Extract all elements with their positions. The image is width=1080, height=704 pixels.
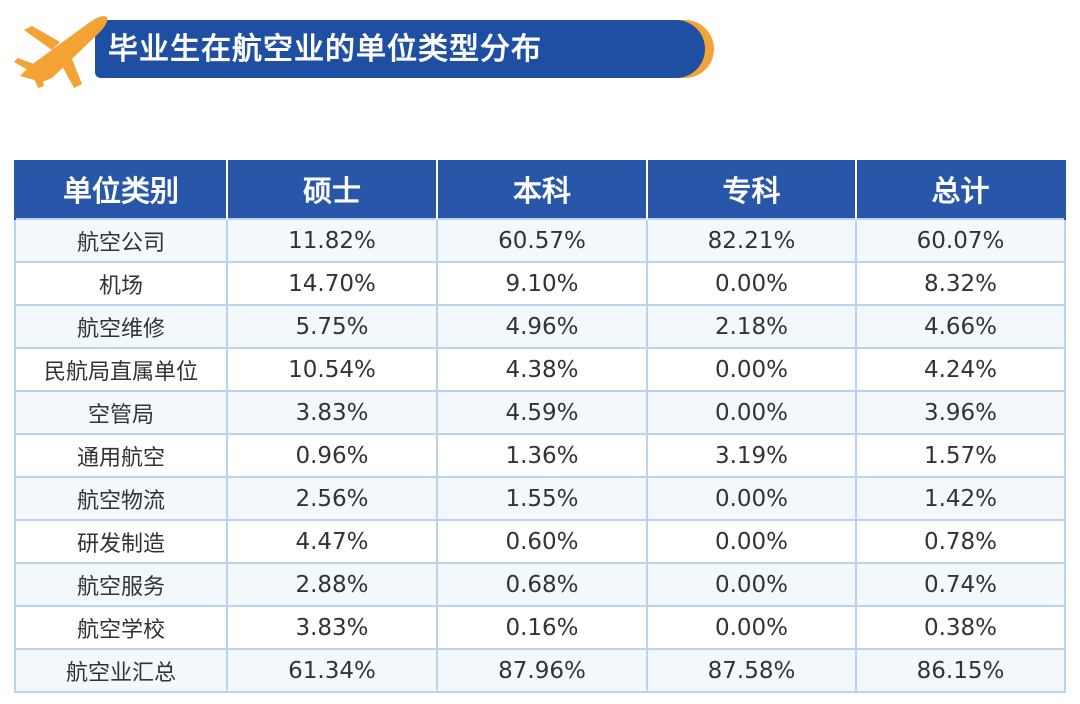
bachelor-cell: 1.36% [436, 433, 648, 478]
associate-cell: 0.00% [646, 261, 857, 306]
associate-cell: 3.19% [646, 433, 857, 478]
total-cell: 8.32% [855, 261, 1066, 306]
title-banner [95, 20, 705, 78]
page-title: 毕业生在航空业的单位类型分布 [108, 32, 542, 67]
master-cell: 0.96% [226, 433, 438, 478]
header-master: 硕士 [226, 160, 438, 219]
bachelor-cell: 4.38% [436, 347, 648, 392]
bachelor-cell: 0.16% [436, 605, 648, 650]
total-cell: 0.78% [855, 519, 1066, 564]
header-total: 总计 [855, 160, 1066, 219]
bachelor-cell: 1.55% [436, 476, 648, 521]
table-row: 研发制造 4.47% 0.60% 0.00% 0.78% [14, 519, 1066, 564]
total-cell: 86.15% [855, 648, 1066, 693]
table-row: 航空维修 5.75% 4.96% 2.18% 4.66% [14, 304, 1066, 349]
category-cell: 航空业汇总 [14, 648, 228, 693]
total-cell: 0.74% [855, 562, 1066, 607]
category-cell: 民航局直属单位 [14, 347, 228, 392]
master-cell: 10.54% [226, 347, 438, 392]
category-cell: 空管局 [14, 390, 228, 435]
category-cell: 通用航空 [14, 433, 228, 478]
total-cell: 4.24% [855, 347, 1066, 392]
associate-cell: 82.21% [646, 218, 857, 263]
master-cell: 2.88% [226, 562, 438, 607]
header-associate: 专科 [646, 160, 857, 219]
total-cell: 60.07% [855, 218, 1066, 263]
airplane-icon [14, 16, 108, 88]
total-cell: 1.42% [855, 476, 1066, 521]
total-cell: 0.38% [855, 605, 1066, 650]
distribution-table: 单位类别 硕士 本科 专科 总计 航空公司 11.82% 60.57% 82.2… [14, 160, 1066, 693]
master-cell: 3.83% [226, 390, 438, 435]
table-row: 航空物流 2.56% 1.55% 0.00% 1.42% [14, 476, 1066, 521]
associate-cell: 0.00% [646, 347, 857, 392]
category-cell: 航空维修 [14, 304, 228, 349]
total-cell: 1.57% [855, 433, 1066, 478]
associate-cell: 0.00% [646, 562, 857, 607]
table-row: 航空学校 3.83% 0.16% 0.00% 0.38% [14, 605, 1066, 650]
table-row: 机场 14.70% 9.10% 0.00% 8.32% [14, 261, 1066, 306]
associate-cell: 0.00% [646, 390, 857, 435]
associate-cell: 0.00% [646, 476, 857, 521]
category-cell: 研发制造 [14, 519, 228, 564]
associate-cell: 0.00% [646, 519, 857, 564]
master-cell: 5.75% [226, 304, 438, 349]
table-row: 空管局 3.83% 4.59% 0.00% 3.96% [14, 390, 1066, 435]
bachelor-cell: 4.96% [436, 304, 648, 349]
associate-cell: 0.00% [646, 605, 857, 650]
bachelor-cell: 0.68% [436, 562, 648, 607]
category-cell: 航空服务 [14, 562, 228, 607]
master-cell: 4.47% [226, 519, 438, 564]
master-cell: 2.56% [226, 476, 438, 521]
category-cell: 航空公司 [14, 218, 228, 263]
table-row: 民航局直属单位 10.54% 4.38% 0.00% 4.24% [14, 347, 1066, 392]
master-cell: 3.83% [226, 605, 438, 650]
category-cell: 机场 [14, 261, 228, 306]
bachelor-cell: 87.96% [436, 648, 648, 693]
master-cell: 14.70% [226, 261, 438, 306]
associate-cell: 87.58% [646, 648, 857, 693]
header-bachelor: 本科 [436, 160, 648, 219]
bachelor-cell: 4.59% [436, 390, 648, 435]
total-cell: 4.66% [855, 304, 1066, 349]
bachelor-cell: 9.10% [436, 261, 648, 306]
table-header-row: 单位类别 硕士 本科 专科 总计 [14, 160, 1066, 219]
total-cell: 3.96% [855, 390, 1066, 435]
associate-cell: 2.18% [646, 304, 857, 349]
table-row: 通用航空 0.96% 1.36% 3.19% 1.57% [14, 433, 1066, 478]
category-cell: 航空物流 [14, 476, 228, 521]
master-cell: 61.34% [226, 648, 438, 693]
table-row: 航空业汇总 61.34% 87.96% 87.58% 86.15% [14, 648, 1066, 693]
master-cell: 11.82% [226, 218, 438, 263]
bachelor-cell: 0.60% [436, 519, 648, 564]
table-row: 航空公司 11.82% 60.57% 82.21% 60.07% [14, 218, 1066, 263]
category-cell: 航空学校 [14, 605, 228, 650]
bachelor-cell: 60.57% [436, 218, 648, 263]
header-category: 单位类别 [14, 160, 228, 219]
table-row: 航空服务 2.88% 0.68% 0.00% 0.74% [14, 562, 1066, 607]
